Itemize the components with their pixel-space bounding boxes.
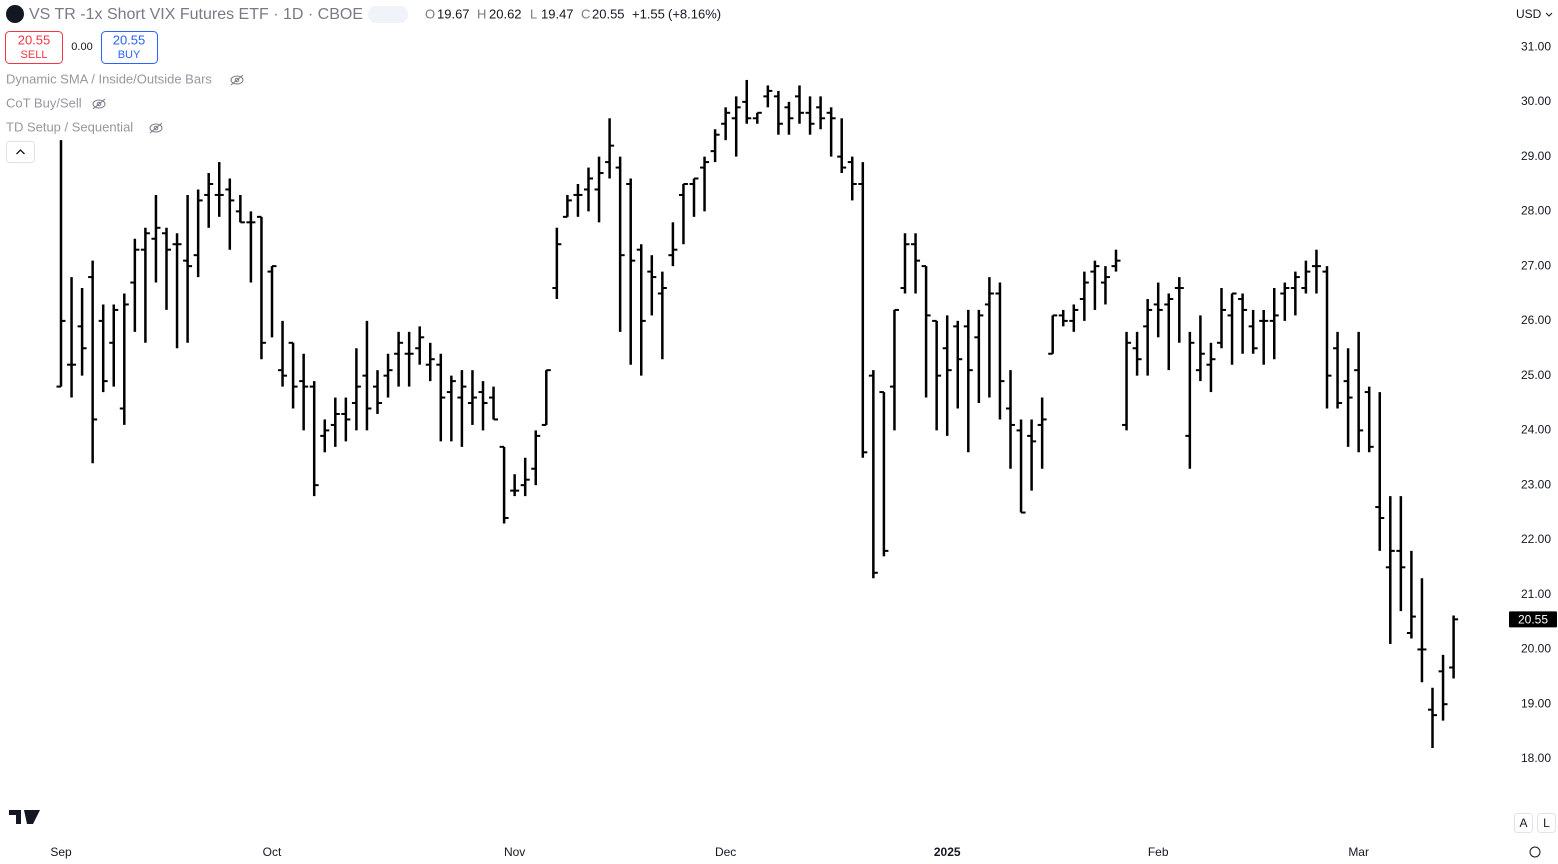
currency[interactable]: USD — [1516, 7, 1542, 21]
y-tick-label: 29.00 — [1521, 149, 1551, 163]
buy-button[interactable] — [101, 31, 158, 64]
change: +1.55 — [632, 6, 665, 21]
button-label: A — [1519, 816, 1527, 830]
ohlc-letter: O — [425, 6, 435, 21]
x-tick-label: Dec — [715, 845, 736, 859]
x-tick-label: Nov — [504, 845, 525, 859]
sell-price: 20.55 — [18, 32, 51, 47]
symbol-title[interactable]: VS TR -1x Short VIX Futures ETF · 1D · C… — [29, 6, 363, 23]
chevron — [1545, 12, 1553, 17]
ohlc-letter: L — [530, 6, 537, 21]
hide-icon[interactable] — [230, 74, 244, 86]
y-tick-label: 30.00 — [1521, 94, 1551, 108]
logo — [9, 810, 40, 824]
ohlc-letter: H — [477, 6, 486, 21]
x-tick-label: Feb — [1148, 845, 1169, 859]
y-tick-label: 22.00 — [1521, 532, 1551, 546]
settings-icon[interactable] — [1529, 846, 1541, 858]
y-tick-label: 21.00 — [1521, 587, 1551, 601]
indicator[interactable]: TD Setup / Sequential — [6, 119, 133, 134]
indicator[interactable]: Dynamic SMA / Inside/Outside Bars — [6, 71, 212, 86]
y-tick-label: 23.00 — [1521, 477, 1551, 491]
collapse-button[interactable] — [6, 141, 35, 163]
x-tick-label: Sep — [50, 845, 72, 859]
buy-label: BUY — [118, 49, 141, 61]
ohlc-value: 19.67 — [437, 6, 470, 21]
sell-label: SELL — [21, 49, 48, 61]
y-tick-label: 19.00 — [1521, 696, 1551, 710]
y-tick-label: 18.00 — [1521, 751, 1551, 765]
ohlc-value: 20.55 — [592, 6, 625, 21]
button-label: L — [1543, 816, 1550, 830]
y-tick-label: 27.00 — [1521, 258, 1551, 272]
hide-icon[interactable] — [149, 122, 163, 134]
x-tick-label: Mar — [1348, 845, 1369, 859]
hide-icon[interactable] — [92, 98, 106, 110]
chevron — [16, 149, 25, 155]
y-tick-label: 26.00 — [1521, 313, 1551, 327]
auto-button[interactable] — [1514, 813, 1533, 833]
ohlc-value: 20.62 — [489, 6, 522, 21]
y-tick-label: 31.00 — [1521, 39, 1551, 53]
ohlc-letter: C — [581, 6, 590, 21]
y-tick-label: 28.00 — [1521, 204, 1551, 218]
y-tick-label: 24.00 — [1521, 423, 1551, 437]
price-label-box — [1509, 611, 1557, 628]
buy-price: 20.55 — [113, 32, 146, 47]
x-tick-label: 2025 — [934, 845, 961, 859]
spread: 0.00 — [71, 41, 92, 53]
x-tick-label: Oct — [263, 845, 282, 859]
symbol-logo — [6, 5, 24, 23]
ohlc-value: 19.47 — [541, 6, 574, 21]
y-tick-label: 25.00 — [1521, 368, 1551, 382]
indicator[interactable]: CoT Buy/Sell — [6, 95, 82, 110]
y-tick-label: 20.00 — [1521, 642, 1551, 656]
sell-button[interactable] — [5, 31, 63, 64]
log-button[interactable] — [1537, 813, 1556, 833]
status-pill[interactable] — [368, 6, 408, 23]
change-pct: (+8.16%) — [668, 6, 721, 21]
price-label: 20.55 — [1518, 612, 1548, 626]
